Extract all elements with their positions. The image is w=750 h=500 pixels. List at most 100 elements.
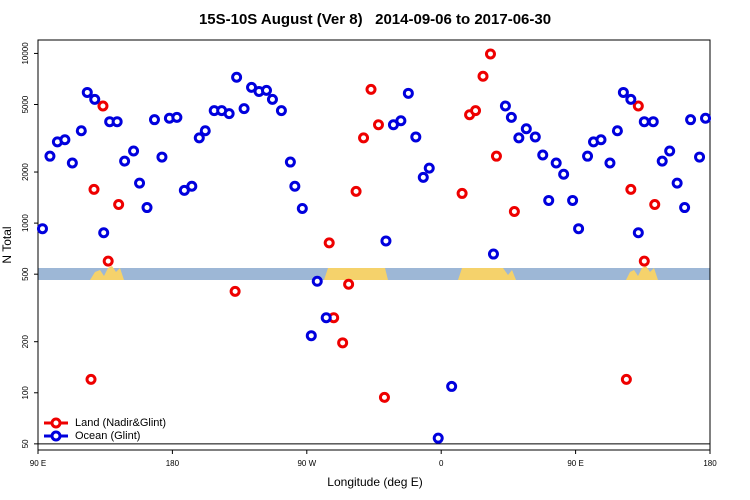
data-point (89, 93, 101, 105)
legend-marker (50, 417, 62, 429)
data-point (231, 71, 243, 83)
data-point (625, 93, 637, 105)
data-point (337, 337, 349, 349)
data-point (102, 255, 114, 267)
data-point (97, 100, 109, 112)
chart-title: 15S-10S August (Ver 8) 2014-09-06 to 201… (199, 11, 551, 28)
data-point (111, 116, 123, 128)
data-point (477, 70, 489, 82)
data-point (505, 111, 517, 123)
x-tick-label: 90 E (30, 459, 46, 468)
data-point (372, 119, 384, 131)
legend-marker (50, 430, 62, 442)
land-shape (458, 268, 516, 280)
data-point (632, 227, 644, 239)
data-point (410, 131, 422, 143)
data-point (113, 198, 125, 210)
data-point (470, 105, 482, 117)
y-tick-label: 200 (21, 334, 30, 348)
data-point (484, 48, 496, 60)
data-point (134, 177, 146, 189)
y-axis-label: N Total (0, 226, 14, 263)
data-point (417, 171, 429, 183)
y-tick-label: 10000 (21, 42, 30, 65)
land-shape (324, 268, 388, 280)
data-point (343, 278, 355, 290)
land-shape (626, 266, 658, 280)
data-point (632, 100, 644, 112)
data-point (513, 132, 525, 144)
data-point (508, 206, 520, 218)
data-point (700, 112, 712, 124)
data-point (289, 180, 301, 192)
data-point (558, 168, 570, 180)
data-point (229, 285, 241, 297)
data-point (543, 194, 555, 206)
data-point (365, 83, 377, 95)
data-point (620, 373, 632, 385)
data-point (44, 150, 56, 162)
data-point (323, 237, 335, 249)
data-point (238, 103, 250, 115)
x-tick-label: 180 (166, 459, 180, 468)
data-point (380, 235, 392, 247)
x-tick-label: 0 (439, 459, 444, 468)
data-point (296, 202, 308, 214)
data-point (199, 125, 211, 137)
data-point (694, 151, 706, 163)
y-tick-label: 100 (21, 386, 30, 400)
data-point (119, 155, 131, 167)
data-point (685, 114, 697, 126)
data-point (446, 380, 458, 392)
data-point (156, 151, 168, 163)
data-point (499, 100, 511, 112)
data-point (193, 132, 205, 144)
data-point (529, 131, 541, 143)
data-point (66, 157, 78, 169)
data-point (567, 194, 579, 206)
data-point (36, 223, 48, 235)
data-point (573, 223, 585, 235)
legend: Land (Nadir&Glint)Ocean (Glint) (44, 417, 166, 442)
data-point (432, 432, 444, 444)
data-point (647, 116, 659, 128)
data-point (664, 145, 676, 157)
data-point (305, 330, 317, 342)
y-tick-label: 2000 (21, 163, 30, 181)
y-tick-label: 50 (21, 439, 30, 448)
data-point (358, 132, 370, 144)
data-point (266, 93, 278, 105)
plot-frame (37, 39, 711, 451)
data-point (423, 162, 435, 174)
data-point (582, 150, 594, 162)
data-point (128, 145, 140, 157)
data-point (604, 157, 616, 169)
x-tick-label: 180 (703, 459, 717, 468)
legend-label: Ocean (Glint) (75, 430, 140, 442)
data-point (638, 116, 650, 128)
data-point (141, 202, 153, 214)
data-point (395, 115, 407, 127)
land-shape (90, 266, 124, 280)
data-point (85, 373, 97, 385)
data-point (537, 149, 549, 161)
data-point (284, 156, 296, 168)
data-point (311, 275, 323, 287)
data-point (148, 114, 160, 126)
data-point (223, 108, 235, 120)
data-point (656, 155, 668, 167)
data-point (320, 312, 332, 324)
data-point (98, 227, 110, 239)
data-point (490, 150, 502, 162)
data-point (378, 391, 390, 403)
data-point (75, 125, 87, 137)
y-tick-label: 1000 (21, 214, 30, 232)
data-point (402, 87, 414, 99)
data-point (350, 185, 362, 197)
data-point (171, 111, 183, 123)
legend-label: Land (Nadir&Glint) (75, 417, 166, 429)
x-tick-label: 90 E (567, 459, 583, 468)
data-point (550, 157, 562, 169)
